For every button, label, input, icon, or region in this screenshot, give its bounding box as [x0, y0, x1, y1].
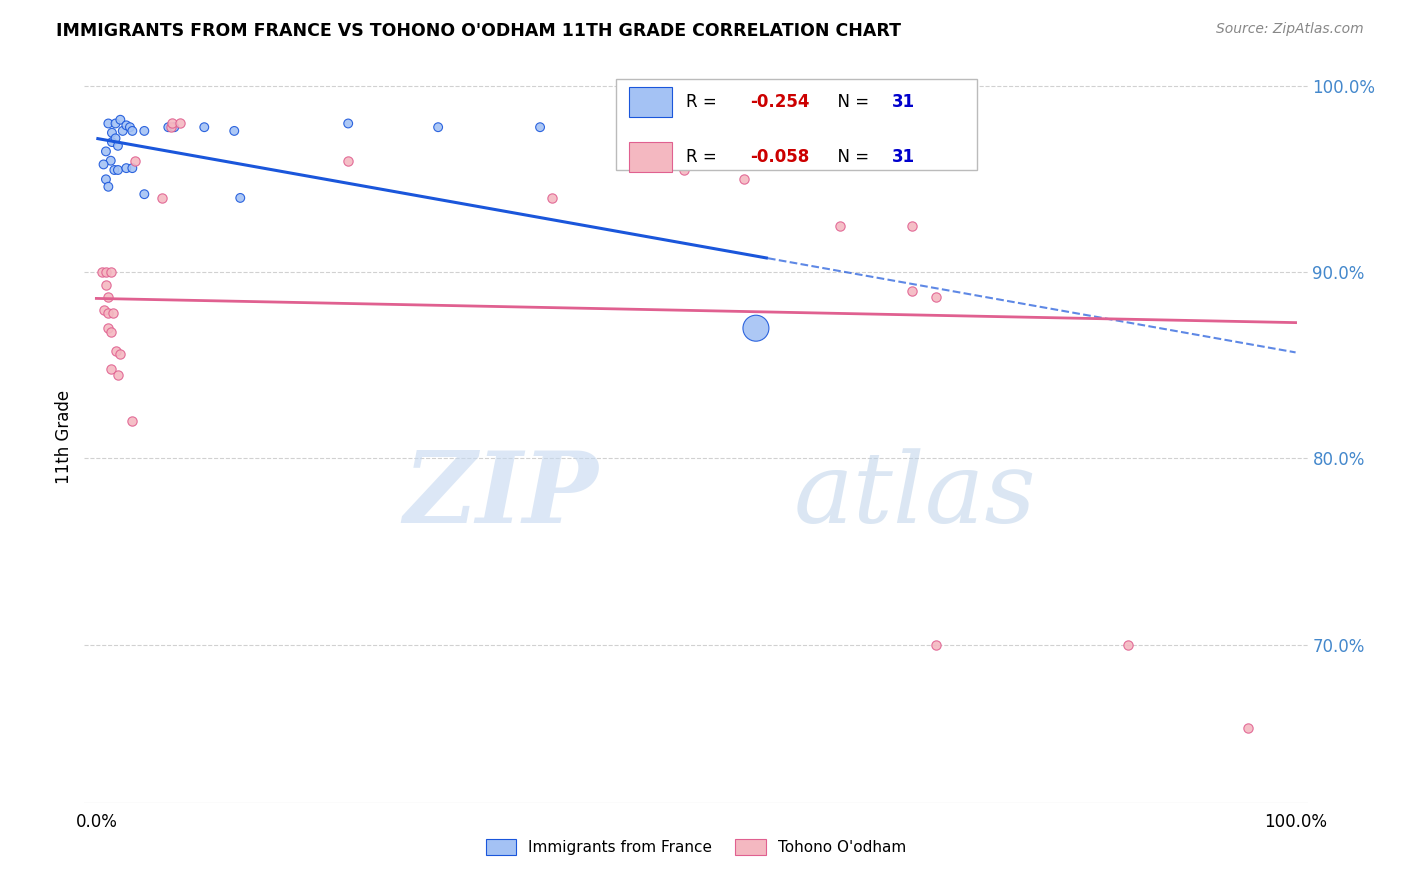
Point	[901, 284, 924, 298]
Text: R =: R =	[686, 148, 723, 166]
Point	[111, 124, 134, 138]
Point	[97, 179, 120, 194]
Point	[121, 161, 143, 175]
Point	[94, 278, 117, 293]
Point	[100, 325, 122, 339]
Point	[733, 172, 755, 186]
Text: -0.254: -0.254	[749, 93, 810, 112]
Bar	[628, 87, 672, 118]
Point	[93, 157, 115, 171]
Point	[901, 219, 924, 233]
Point	[100, 362, 122, 376]
Text: 31: 31	[891, 148, 915, 166]
Point	[427, 120, 450, 135]
Point	[828, 219, 851, 233]
Point	[124, 153, 146, 168]
Point	[100, 153, 122, 168]
Point	[101, 135, 124, 149]
Point	[337, 116, 360, 130]
Point	[97, 306, 120, 320]
Legend: Immigrants from France, Tohono O'odham: Immigrants from France, Tohono O'odham	[479, 833, 912, 861]
Point	[150, 191, 173, 205]
Point	[163, 120, 186, 135]
Point	[529, 120, 551, 135]
Point	[110, 347, 132, 361]
Text: -0.058: -0.058	[749, 148, 808, 166]
Y-axis label: 11th Grade: 11th Grade	[55, 390, 73, 484]
Point	[229, 191, 252, 205]
Point	[107, 163, 129, 178]
Bar	[628, 142, 672, 172]
Point	[115, 161, 138, 175]
Point	[91, 265, 114, 279]
Text: IMMIGRANTS FROM FRANCE VS TOHONO O'ODHAM 11TH GRADE CORRELATION CHART: IMMIGRANTS FROM FRANCE VS TOHONO O'ODHAM…	[56, 22, 901, 40]
Point	[103, 163, 125, 178]
Point	[134, 187, 156, 202]
Point	[104, 343, 127, 358]
Point	[224, 124, 246, 138]
Point	[121, 414, 143, 428]
Point	[159, 120, 181, 135]
Point	[672, 163, 695, 178]
Text: Source: ZipAtlas.com: Source: ZipAtlas.com	[1216, 22, 1364, 37]
Point	[118, 120, 141, 135]
Point	[134, 124, 156, 138]
Point	[94, 265, 117, 279]
Point	[745, 321, 768, 335]
Point	[193, 120, 215, 135]
Point	[97, 289, 120, 303]
Point	[541, 191, 564, 205]
Point	[925, 638, 948, 652]
Point	[104, 131, 127, 145]
Point	[925, 289, 948, 303]
Point	[97, 321, 120, 335]
Point	[107, 138, 129, 153]
Point	[160, 116, 183, 130]
Text: 31: 31	[891, 93, 915, 112]
Point	[1236, 722, 1258, 736]
Text: N =: N =	[827, 93, 875, 112]
Point	[94, 145, 117, 159]
Text: N =: N =	[827, 148, 875, 166]
Bar	[616, 78, 977, 170]
Point	[115, 119, 138, 133]
Point	[100, 265, 122, 279]
Point	[107, 368, 129, 382]
Text: ZIP: ZIP	[404, 448, 598, 544]
Point	[93, 302, 115, 317]
Point	[97, 116, 120, 130]
Point	[337, 153, 360, 168]
Point	[104, 116, 127, 130]
Text: R =: R =	[686, 93, 723, 112]
Point	[110, 112, 132, 127]
Point	[101, 126, 124, 140]
Text: atlas: atlas	[794, 448, 1036, 543]
Point	[157, 120, 180, 135]
Point	[94, 172, 117, 186]
Point	[1116, 638, 1139, 652]
Point	[121, 124, 143, 138]
Point	[169, 116, 191, 130]
Point	[101, 306, 124, 320]
